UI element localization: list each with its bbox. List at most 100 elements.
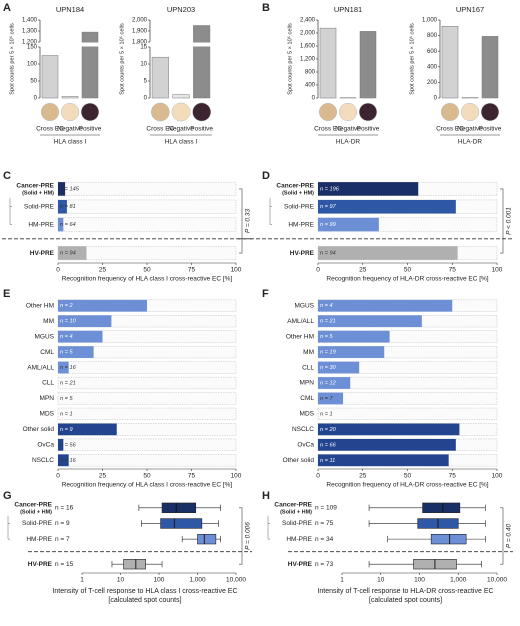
y-tick-label: 5 [144, 79, 148, 85]
y-tick-label: 1,200 [300, 57, 316, 63]
track [57, 454, 237, 467]
n-label: n = 34 [315, 536, 334, 543]
x-tick-label: 0 [56, 473, 60, 480]
x-tick-label: 100 [414, 577, 425, 584]
bar [58, 361, 69, 374]
panel-letter: H [262, 490, 270, 502]
y-tick-label: 15 [140, 45, 147, 51]
n-label: n = 66 [320, 442, 337, 448]
bracket [500, 188, 504, 254]
x-tick-label: 100 [231, 473, 242, 480]
box [197, 533, 217, 545]
category-label: Cancer-PRE [276, 183, 314, 190]
chart-title: UPN203 [167, 5, 195, 14]
bar [58, 438, 64, 451]
bar [318, 217, 379, 232]
n-label: n = 73 [315, 561, 334, 568]
category-label: MGUS [295, 302, 315, 309]
well-image [192, 102, 212, 122]
y-tick-label: 1,600 [300, 44, 316, 50]
track [57, 361, 237, 374]
y-tick-label: 1,400 [22, 18, 38, 24]
n-label: n = 81 [60, 204, 76, 210]
x-tick-label: 25 [99, 473, 107, 480]
category-label: MM [303, 349, 314, 356]
n-label: n = 5 [60, 396, 73, 402]
panel-letter: A [3, 2, 11, 14]
panel-letter: G [3, 490, 12, 502]
bracket [239, 188, 243, 254]
y-tick-label: 400 [427, 64, 438, 70]
n-label: n = 56 [60, 442, 77, 448]
x-axis-label: Recognition frequency of HLA class I cro… [62, 482, 233, 489]
well-image [480, 102, 500, 122]
y-tick-label: 800 [305, 70, 316, 76]
bar [318, 392, 344, 405]
category-label: CML [300, 395, 314, 402]
n-label: n = 1 [60, 411, 73, 417]
x-tick-label: 0 [316, 267, 320, 274]
x-tick-label: Positive [79, 126, 102, 133]
x-tick-label: 1,000 [450, 577, 467, 584]
bar [58, 330, 103, 343]
bar [58, 346, 94, 358]
n-label: n = 12 [320, 380, 337, 386]
bar [58, 246, 87, 260]
x-tick-label: 50 [143, 473, 151, 480]
category-label: MDS [40, 411, 55, 418]
bar [318, 182, 419, 196]
bar [58, 199, 67, 214]
x-tick-label: 1 [80, 577, 84, 584]
category-label: Solid-PRE [284, 203, 315, 210]
bar [41, 55, 59, 99]
y-axis-label: Spot counts per 5 × 10⁵ cells [8, 23, 15, 95]
track [57, 438, 237, 451]
well-image [80, 102, 100, 122]
category-label: HV-PRE [290, 250, 315, 257]
x-tick-label: Positive [479, 126, 502, 133]
category-label: Cancer-PRE [14, 502, 52, 509]
category-label: MGUS [35, 333, 55, 340]
x-tick-label: 10,000 [487, 577, 507, 584]
x-axis-label: HLA-DR [336, 139, 361, 146]
panel-letter: F [262, 288, 269, 300]
bar [318, 361, 360, 374]
chart-title: UPN167 [456, 5, 484, 14]
x-tick-label: Negative [457, 126, 483, 133]
bar [318, 199, 456, 214]
bar [61, 96, 79, 99]
well-image [171, 102, 191, 122]
n-label: n = 15 [55, 561, 74, 568]
y-tick-label: 200 [427, 80, 438, 86]
y-tick-label: 10 [140, 62, 147, 68]
category-label: CLL [302, 364, 314, 371]
category-label: HV-PRE [28, 561, 53, 568]
n-label: n = 196 [320, 186, 340, 192]
category-label: Other solid [283, 457, 315, 464]
n-label: n = 10 [60, 319, 77, 325]
y-tick-label: 800 [427, 33, 438, 39]
category-label: NSCLC [32, 457, 54, 464]
category-sublabel: (Solid + HM) [22, 190, 54, 196]
category-label: NSCLC [292, 426, 314, 433]
category-label: Cancer-PRE [274, 502, 312, 509]
n-label: n = 109 [315, 505, 337, 512]
track [317, 392, 498, 405]
p-value: P < 0.001 [506, 207, 513, 235]
y-tick-label: 1,300 [22, 29, 38, 35]
x-tick-label: 75 [188, 267, 196, 274]
n-label: n = 20 [320, 427, 337, 433]
track [57, 407, 237, 421]
bar [318, 454, 449, 467]
y-tick-label: 150 [27, 45, 38, 51]
bar [481, 36, 499, 99]
bar [81, 31, 99, 99]
bar [58, 182, 66, 196]
bar [318, 299, 453, 312]
track [57, 392, 237, 405]
x-tick-label: 100 [231, 267, 242, 274]
bar [58, 217, 64, 232]
bar [193, 25, 211, 99]
bar [318, 438, 456, 451]
y-tick-label: 2,400 [300, 18, 316, 24]
